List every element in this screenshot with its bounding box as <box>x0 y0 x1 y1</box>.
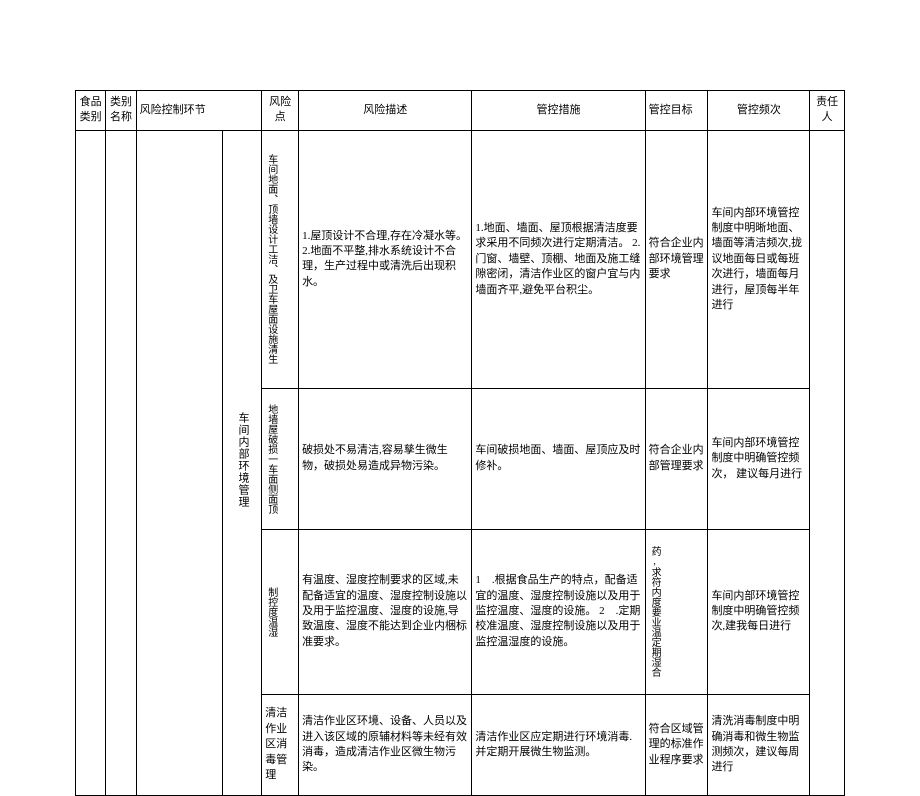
risk-point-cell: 清洁作业区消毒管理 <box>262 694 299 795</box>
goal-cell: 符合企业内部环境管理要求 <box>645 130 708 388</box>
freq-cell: 车间内部环境管控制度中明晰地面、墙面等清洁频次,拢议地面每日或每班次进行，墙面每… <box>708 130 810 388</box>
risk-point-text: 制控度温湿 <box>265 587 277 637</box>
table-header-row: 食品类别 类别名称 风险控制环节 风险点 风险描述 管控措施 管控目标 管控频次… <box>76 91 845 131</box>
risk-point-cell: 车间地面、顶墙设计工洁、及卫车屋面设施清生 <box>262 130 299 388</box>
risk-desc-cell: 1.屋顶设计不合理,存在冷凝水等。 2.地面不平整,排水系统设计不合理，生产过程… <box>299 130 472 388</box>
risk-link-cell <box>136 130 223 795</box>
goal-cell: 符合区域管理的标准作业程序要求 <box>645 694 708 795</box>
measure-cell: 1.地面、墙面、屋顶根据清洁度要求采用不同频次进行定期清洁。 2.门窗、墙壁、顶… <box>472 130 645 388</box>
freq-cell: 车间内部环境管控制度中明确管控频次,建我每日进行 <box>708 529 810 694</box>
goal-text: 药,求符内度要业温定期湿合 <box>649 546 661 677</box>
freq-cell: 车间内部环境管控制度中明确管控频次， 建议每月进行 <box>708 389 810 529</box>
risk-desc-cell: 清洁作业区环境、设备、人员以及进入该区域的原辅材料等未经有效消毒，造成清洁作业区… <box>299 694 472 795</box>
table-row: 车间内部环境管理 车间地面、顶墙设计工洁、及卫车屋面设施清生 1.屋顶设计不合理… <box>76 130 845 388</box>
header-measure: 管控措施 <box>472 91 645 131</box>
risk-point-text: 地墙屋破损一车面侧面顶 <box>265 404 277 514</box>
header-risk-point: 风险点 <box>262 91 299 131</box>
goal-cell: 符合企业内部管理要求 <box>645 389 708 529</box>
sublink-text: 车间内部环境管理 <box>235 135 250 786</box>
risk-desc-cell: 有温度、湿度控制要求的区域,未配备适宜的温度、湿度控制设施以及用于监控温度、湿度… <box>299 529 472 694</box>
freq-cell: 清洗消毒制度中明确消毒和微生物监测频次，建议每周进行 <box>708 694 810 795</box>
risk-table: 食品类别 类别名称 风险控制环节 风险点 风险描述 管控措施 管控目标 管控频次… <box>75 90 845 796</box>
header-resp: 责任人 <box>810 91 845 131</box>
risk-point-cell: 制控度温湿 <box>262 529 299 694</box>
header-food-category: 食品类别 <box>76 91 106 131</box>
goal-cell: 药,求符内度要业温定期湿合 <box>645 529 708 694</box>
measure-cell: 车间破损地面、墙面、屋顶应及时修补。 <box>472 389 645 529</box>
document-page: 食品类别 类别名称 风险控制环节 风险点 风险描述 管控措施 管控目标 管控频次… <box>0 0 920 651</box>
measure-cell: 清洁作业区应定期进行环境消毒.并定期开展微生物监测。 <box>472 694 645 795</box>
header-category-name: 类别名称 <box>106 91 136 131</box>
header-risk-link: 风险控制环节 <box>136 91 262 131</box>
risk-desc-cell: 破损处不易清洁,容易孳生微生物，破损处易造成异物污染。 <box>299 389 472 529</box>
header-freq: 管控频次 <box>708 91 810 131</box>
header-goal: 管控目标 <box>645 91 708 131</box>
sublink-cell: 车间内部环境管理 <box>223 130 262 795</box>
header-risk-desc: 风险描述 <box>299 91 472 131</box>
risk-point-cell: 地墙屋破损一车面侧面顶 <box>262 389 299 529</box>
measure-cell: 1 .根据食品生产的特点，配备适宜的温度、湿度控制设施以及用于监控温度、湿度的设… <box>472 529 645 694</box>
category-name-cell <box>106 130 136 795</box>
food-category-cell <box>76 130 106 795</box>
risk-point-text: 车间地面、顶墙设计工洁、及卫车屋面设施清生 <box>265 154 277 364</box>
resp-cell <box>810 130 845 795</box>
